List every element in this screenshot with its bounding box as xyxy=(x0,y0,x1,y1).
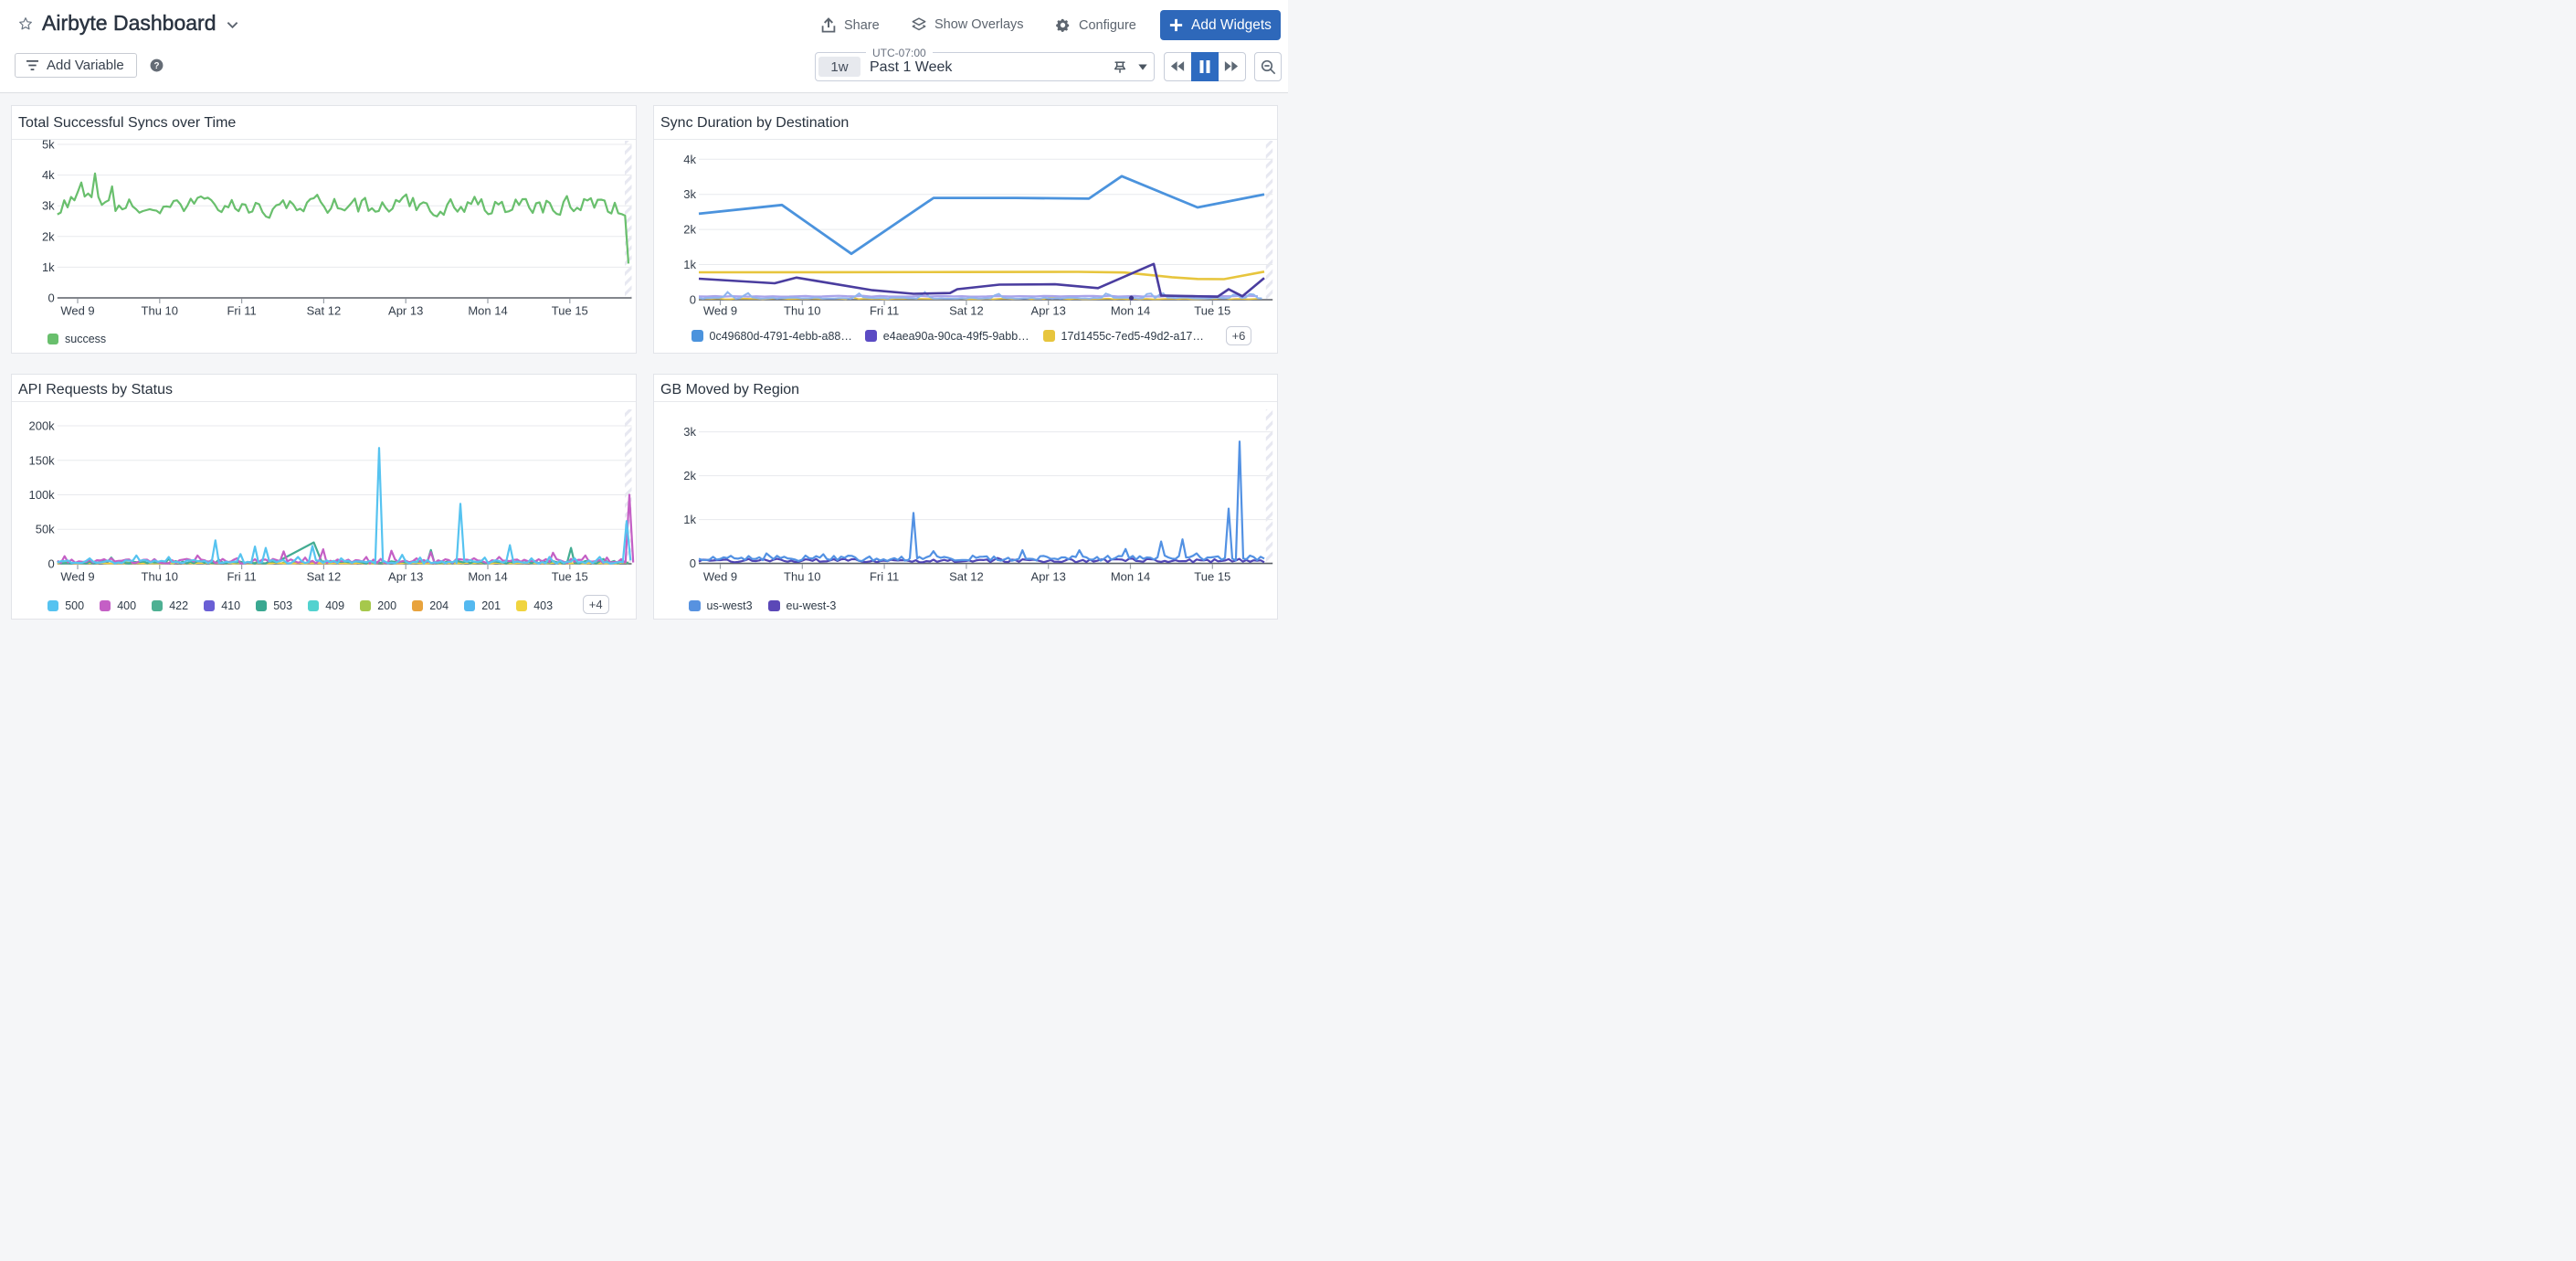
svg-text:?: ? xyxy=(153,61,159,71)
